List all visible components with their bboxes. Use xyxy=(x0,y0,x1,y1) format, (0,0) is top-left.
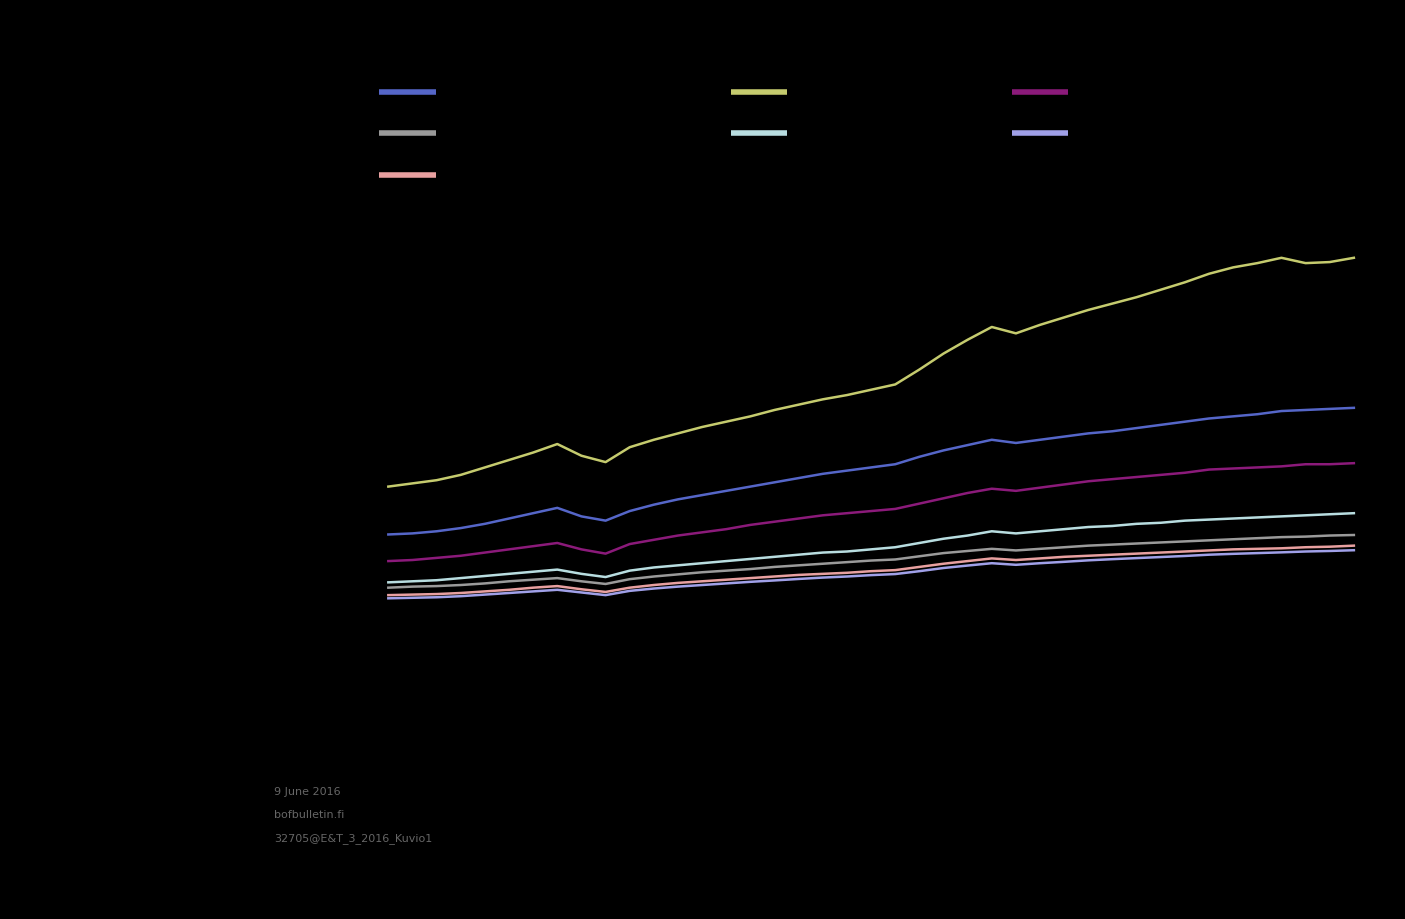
Text: 9 June 2016: 9 June 2016 xyxy=(274,787,340,797)
Text: 32705@E&T_3_2016_Kuvio1: 32705@E&T_3_2016_Kuvio1 xyxy=(274,833,433,844)
Text: bofbulletin.fi: bofbulletin.fi xyxy=(274,810,344,820)
